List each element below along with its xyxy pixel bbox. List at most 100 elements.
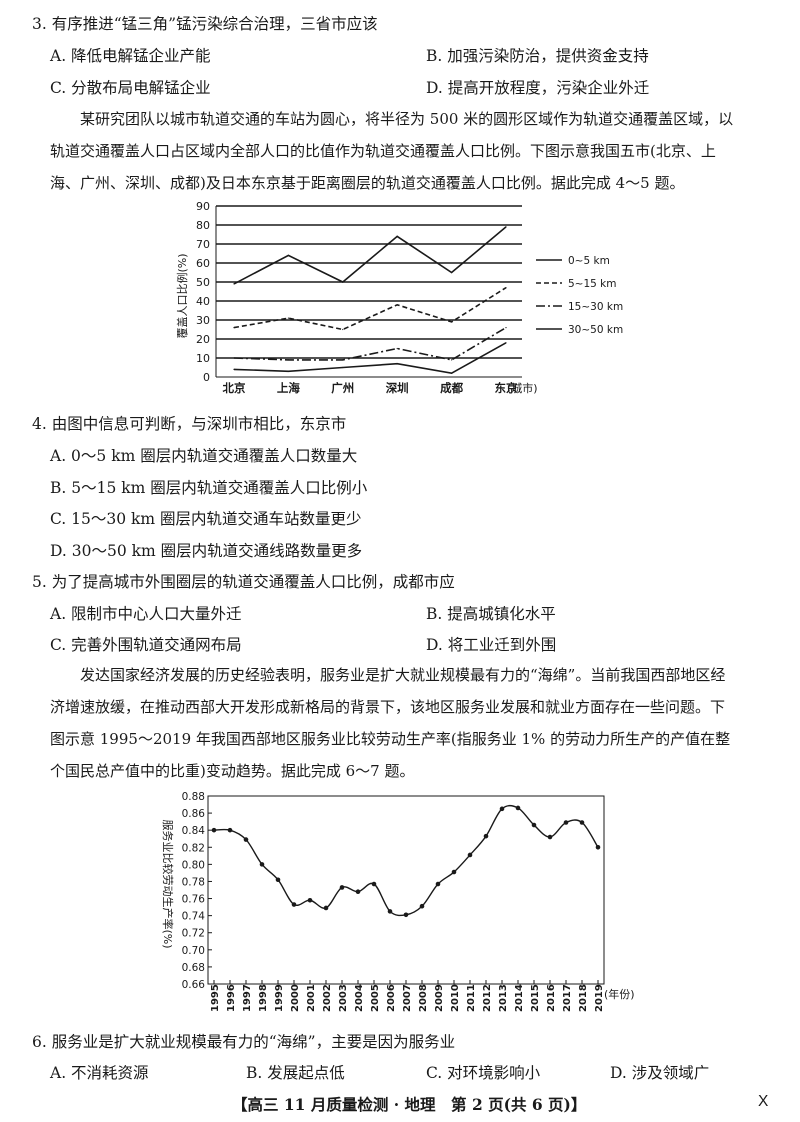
intro1-line-1: 某研究团队以城市轨道交通的车站为圆心，将半径为 500 米的圆形区域作为轨道交通… [80,110,734,128]
chart2-y-tick: 0.84 [182,825,206,837]
chart1-y-tick: 90 [196,200,210,213]
page-footer: 【高三 11 月质量检测 · 地理 第 2 页(共 6 页)】 [232,1095,587,1114]
chart2-y-tick: 0.88 [182,791,205,803]
chart2-x-tick: 2017 [562,984,573,1012]
chart2-plot-frame [207,795,605,985]
chart2-x-tick: 2012 [482,984,493,1012]
chart2-point [211,827,217,833]
footer-mark: X [758,1093,769,1110]
q4-option-c: C. 15～30 km 圈层内轨道交通车站数量更少 [50,510,362,528]
chart2-y-tick: 0.86 [182,808,206,820]
chart1-legend-label: 5~15 km [568,278,617,290]
chart2-x-tick: 2016 [546,984,557,1012]
chart2-y-tick: 0.82 [182,842,205,854]
intro1-line-2: 轨道交通覆盖人口占区域内全部人口的比值作为轨道交通覆盖人口比例。下图示意我国五市… [50,142,716,160]
chart1-point [451,372,453,374]
chart1-legend-label: 15~30 km [568,301,623,313]
chart1-point [396,304,398,306]
chart1-point [451,271,453,274]
coverage-line-chart: 覆盖人口比例(%) 0 10 20 30 40 50 60 70 80 90 北京 上海 广州 深圳 成都… [175,200,623,395]
chart1-legend-label: 30~50 km [568,324,623,336]
chart1-x-tick: 东京 [495,381,518,395]
chart2-x-unit: (年份) [604,987,635,1001]
chart1-y-tick: 70 [196,238,210,251]
chart2-point [467,852,473,858]
intro2-line-1: 发达国家经济发展的历史经验表明，服务业是扩大就业规模最有力的“海绵”。当前我国西… [80,666,726,684]
chart1-point [233,327,235,329]
chart2-y-tick: 0.66 [182,979,206,991]
chart2-point [355,889,361,895]
chart1-y-tick: 80 [196,219,210,232]
chart2-x-tick: 2003 [338,984,349,1012]
chart1-series-line [233,326,507,361]
chart2-point [243,837,249,842]
chart1-point [451,359,453,361]
chart2-x-tick: 2011 [466,984,477,1012]
chart2-x-tick: 2005 [370,984,381,1012]
chart2-series-line [213,804,599,917]
chart2-x-tick: 2009 [434,984,445,1012]
chart2-point [579,820,585,825]
chart2-x-tick: 2018 [578,984,589,1012]
chart2-x-tick: 2001 [306,984,317,1012]
chart1-y-tick: 0 [203,371,210,384]
chart2-x-tick: 1997 [242,984,253,1012]
q4-option-d: D. 30～50 km 圈层内轨道交通线路数量更多 [50,542,363,560]
chart1-point [287,254,289,256]
chart2-point [403,912,409,918]
chart2-point [339,885,345,890]
chart1-y-tick: 60 [196,257,210,270]
q5-option-b: B. 提高城镇化水平 [426,605,556,623]
chart1-series-line [233,287,507,331]
chart1-point [287,359,289,361]
intro2-line-4: 个国民总产值中的比重)变动趋势。据此完成 6～7 题。 [50,762,415,780]
chart1-series-line [233,342,507,375]
q5-option-d: D. 将工业迁到外围 [426,636,557,654]
productivity-line-chart: 服务业比较劳动生产率(%) 0.66 0.68 0.70 0.72 0.74 0.76 0.… [161,791,635,1012]
chart2-point [259,862,265,867]
chart2-x-tick: 2013 [498,984,509,1012]
q3-option-c: C. 分散布局电解锰企业 [50,79,211,97]
chart2-point [563,820,569,825]
chart2-x-tick: 1996 [226,984,237,1012]
chart2-y-tick: 0.72 [182,928,205,940]
chart1-point [233,283,235,285]
chart2-point [483,833,489,839]
chart1-y-axis-label: 覆盖人口比例(%) [175,253,189,338]
chart2-x-tick: 2008 [418,984,429,1012]
chart2-point [451,869,457,875]
chart2-point [387,909,393,914]
chart2-y-tick: 0.68 [182,962,205,974]
chart2-y-tick: 0.80 [182,859,205,871]
q3-option-b: B. 加强污染防治，提供资金支持 [426,47,649,65]
chart2-x-tick: 1995 [210,984,221,1012]
chart1-point [287,370,289,372]
chart1-x-tick: 广州 [331,381,354,395]
chart2-x-tick: 1999 [274,984,285,1012]
chart1-x-tick: 上海 [277,381,300,395]
chart1-y-tick: 30 [196,314,210,327]
chart1-point [342,328,344,331]
q6-option-c: C. 对环境影响小 [426,1064,541,1082]
q3-option-a: A. 降低电解锰企业产能 [50,47,211,65]
chart2-x-tick: 2002 [322,984,333,1012]
chart1-point [233,368,235,370]
chart1-series-line [233,226,507,285]
chart2-point [499,806,505,812]
chart1-point [505,287,507,289]
chart1-point [505,342,507,344]
chart2-point [547,834,553,840]
q5-option-c: C. 完善外围轨道交通网布局 [50,636,242,654]
chart2-point [419,903,425,909]
chart1-y-tick: 20 [196,333,210,346]
chart2-y-tick: 0.70 [182,945,205,957]
q6-option-d: D. 涉及领域广 [610,1064,710,1082]
chart1-y-tick: 50 [196,276,210,289]
q6-option-a: A. 不消耗资源 [50,1064,149,1082]
chart2-x-tick: 2014 [514,984,525,1012]
chart2-x-tick: 2006 [386,984,397,1012]
chart1-x-tick: 北京 [223,381,246,395]
chart2-x-tick: 2010 [450,984,461,1012]
chart1-x-unit: (城市) [507,381,538,395]
chart2-point [595,844,601,850]
